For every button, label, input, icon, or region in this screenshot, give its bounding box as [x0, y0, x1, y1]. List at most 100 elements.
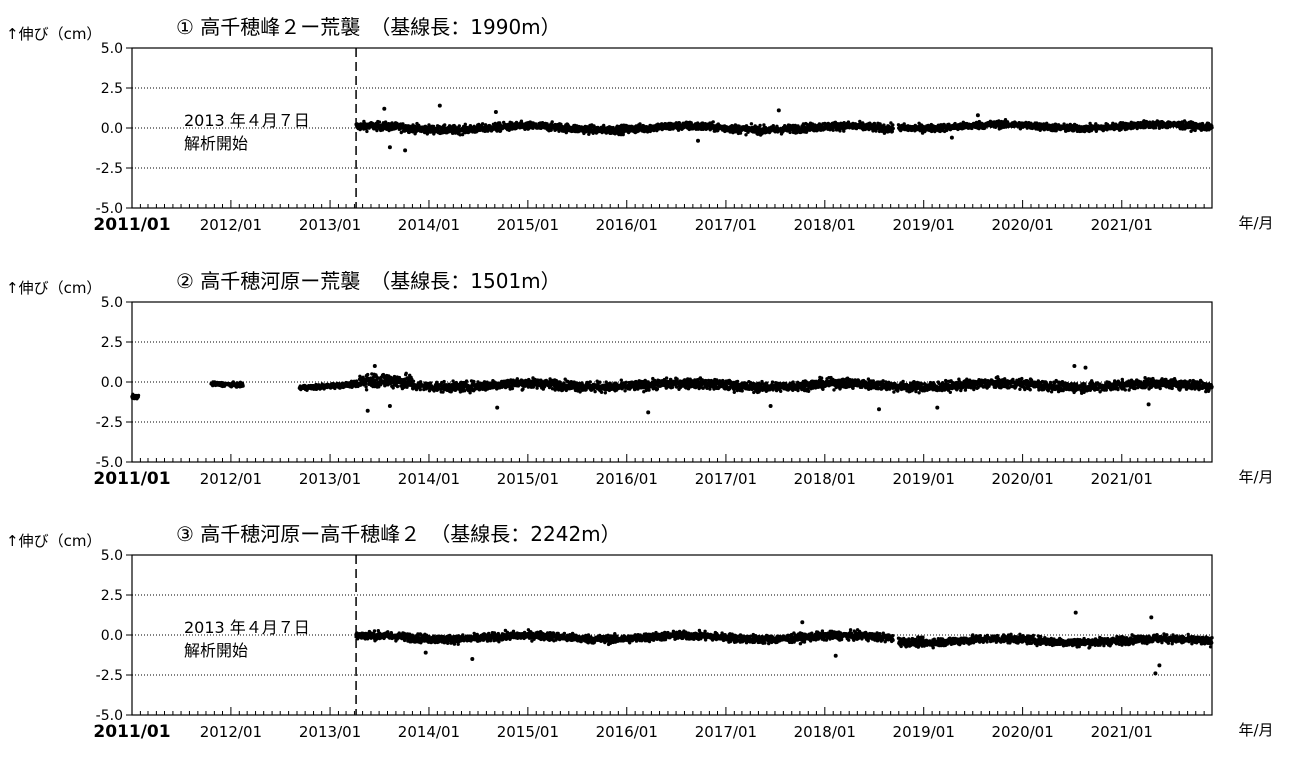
- chart-title: ② 高千穂河原ー荒襲 （基線長：1501m）: [176, 269, 561, 293]
- data-point: [891, 123, 895, 127]
- annotation-date: 2013 年４月７日: [184, 111, 310, 130]
- data-point: [498, 129, 503, 133]
- data-points: [354, 103, 1214, 153]
- y-tick-label: -5.0: [96, 201, 123, 217]
- data-point: [365, 129, 369, 134]
- y-tick-label: -2.5: [96, 415, 123, 431]
- x-tick-label: 2021/01: [1091, 216, 1153, 234]
- data-point: [418, 387, 422, 392]
- y-tick-label: 2.5: [101, 335, 123, 351]
- data-point: [1153, 126, 1158, 130]
- data-point: [664, 376, 669, 380]
- data-point-outlier: [493, 110, 498, 114]
- data-point: [603, 391, 607, 395]
- chart-panel-1: ↑伸び（cm） ① 高千穂峰２ー荒襲 （基線長：1990m）5.02.50.0-2…: [6, 15, 1274, 235]
- x-tick-label: 2019/01: [893, 216, 955, 234]
- data-point-outlier: [403, 148, 408, 153]
- y-axis-label: ↑伸び（cm）: [6, 25, 101, 43]
- x-tick-label: 2017/01: [695, 216, 757, 234]
- data-point: [599, 390, 604, 394]
- x-tick-label: 2011/01: [93, 469, 170, 489]
- data-point: [458, 133, 462, 137]
- data-point: [428, 381, 433, 385]
- x-unit-label: 年/月: [1238, 214, 1273, 232]
- data-point: [383, 120, 388, 124]
- data-point: [395, 384, 400, 389]
- data-point: [510, 386, 515, 391]
- data-point: [391, 386, 395, 390]
- data-point: [442, 379, 446, 384]
- data-point: [831, 128, 835, 132]
- data-point: [638, 122, 642, 126]
- data-point: [891, 126, 895, 131]
- x-tick-label: 2016/01: [596, 470, 658, 488]
- data-point: [655, 387, 660, 391]
- data-point: [411, 379, 416, 383]
- x-tick-label: 2012/01: [200, 470, 262, 488]
- data-points: [130, 364, 1214, 415]
- data-point: [443, 123, 447, 127]
- data-point: [364, 385, 368, 389]
- x-tick-label: 2013/01: [299, 470, 361, 488]
- x-unit-label: 年/月: [1238, 468, 1273, 486]
- data-point: [624, 380, 628, 384]
- data-point: [377, 120, 382, 124]
- y-tick-label: 5.0: [101, 295, 123, 311]
- data-point-outlier: [776, 108, 781, 113]
- data-point: [598, 380, 602, 384]
- x-tick-label: 2019/01: [893, 470, 955, 488]
- x-tick-label: 2014/01: [398, 216, 460, 234]
- data-point: [464, 379, 469, 383]
- data-point: [375, 128, 379, 133]
- data-point: [480, 122, 485, 126]
- data-point: [593, 389, 597, 394]
- data-point: [788, 130, 792, 135]
- data-point: [457, 124, 461, 128]
- x-tick-label: 2013/01: [299, 216, 361, 234]
- data-point: [602, 123, 606, 128]
- data-point: [241, 384, 245, 388]
- x-tick-label: 2018/01: [794, 470, 856, 488]
- x-tick-label: 2012/01: [200, 216, 262, 234]
- x-tick-label: 2015/01: [497, 216, 559, 234]
- data-point: [521, 387, 525, 391]
- data-point: [670, 385, 675, 389]
- x-tick-label: 2018/01: [794, 216, 856, 234]
- data-point-outlier: [975, 113, 980, 118]
- x-tick-label: 2016/01: [596, 216, 658, 234]
- y-tick-label: 2.5: [101, 81, 123, 97]
- data-point: [711, 120, 715, 124]
- x-tick-label: 2011/01: [93, 215, 170, 235]
- data-point: [758, 123, 762, 128]
- data-point-outlier: [437, 103, 442, 108]
- data-point: [749, 122, 754, 126]
- data-point: [588, 380, 592, 384]
- data-point: [472, 380, 476, 384]
- data-point: [623, 389, 627, 393]
- data-point-outlier: [696, 138, 700, 143]
- data-point: [483, 123, 488, 127]
- chart-title: ① 高千穂峰２ー荒襲 （基線長：1990m）: [176, 15, 561, 39]
- data-point: [838, 129, 842, 133]
- data-point: [619, 378, 623, 382]
- data-point: [647, 388, 651, 392]
- data-point: [463, 122, 467, 127]
- data-point: [460, 132, 465, 137]
- data-point: [404, 371, 408, 375]
- y-axis-label: ↑伸び（cm）: [6, 279, 101, 297]
- data-point: [364, 388, 369, 392]
- data-point: [550, 120, 554, 124]
- x-tick-label: 2015/01: [497, 470, 559, 488]
- chart-panel-2: ↑伸び（cm） ② 高千穂河原ー荒襲 （基線長：1501m） 5.0 2.5 0.0 -2…: [6, 269, 1274, 489]
- data-point-outlier: [382, 106, 387, 111]
- x-tick-label: 2017/01: [695, 470, 757, 488]
- y-tick-label: -2.5: [96, 161, 123, 177]
- data-point: [366, 372, 370, 377]
- y-tick-label: 0.0: [101, 375, 123, 391]
- x-tick-label: 2021/01: [1091, 470, 1153, 488]
- data-point-outlier: [949, 135, 954, 140]
- y-tick-label: 0.0: [101, 121, 123, 137]
- data-point: [535, 386, 539, 390]
- x-tick-label: 2020/01: [991, 216, 1053, 234]
